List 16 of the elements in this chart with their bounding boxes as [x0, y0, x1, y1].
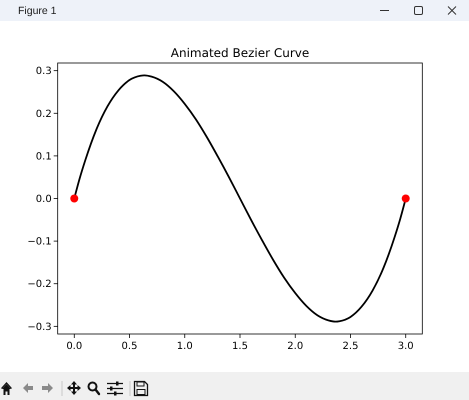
- y-tick-label: 0.0: [36, 194, 52, 205]
- y-tick-label: −0.3: [27, 322, 52, 333]
- x-tick-label: 0.0: [66, 341, 82, 352]
- y-tick-label: 0.1: [36, 151, 52, 162]
- y-tick-label: 0.2: [36, 108, 52, 120]
- x-tick-label: 1.0: [176, 341, 193, 352]
- caption: Figure 1: [18, 5, 57, 17]
- x-tick-label: 3.0: [398, 341, 414, 352]
- y-tick-label: −0.2: [27, 279, 52, 290]
- y-tick-label: 0.3: [36, 66, 52, 78]
- x-tick-label: 0.5: [122, 341, 138, 352]
- x-tick-label: 2.5: [342, 341, 358, 352]
- chart-title: Animated Bezier Curve: [170, 46, 310, 60]
- x-tick-label: 1.5: [232, 341, 248, 352]
- x-tick-label: 2.0: [287, 341, 304, 352]
- y-tick-label: −0.1: [27, 236, 52, 248]
